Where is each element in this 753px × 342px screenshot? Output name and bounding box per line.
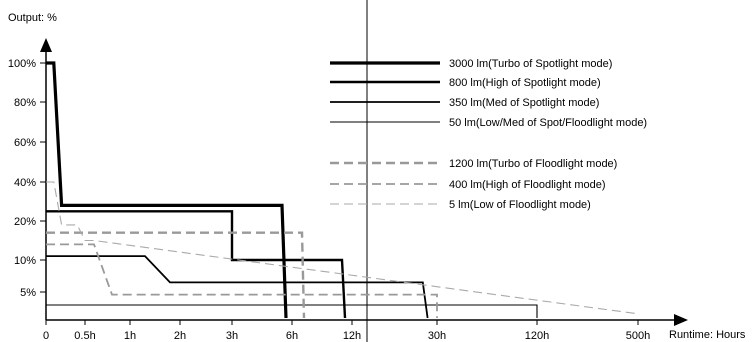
x-tick-label: 0	[43, 330, 49, 342]
x-tick-label: 500h	[626, 330, 650, 342]
y-axis-arrow	[40, 38, 52, 52]
legend-label: 50 lm(Low/Med of Spot/Floodlight mode)	[449, 117, 647, 129]
series-line-1	[46, 61, 288, 319]
y-axis-label: Output: %	[8, 12, 57, 24]
series-line-7	[46, 181, 639, 315]
legend-label: 5 lm(Low of Floodlight mode)	[449, 199, 591, 211]
x-tick-label: 1h	[124, 330, 136, 342]
series-line-3	[46, 255, 429, 319]
series-line-2	[46, 210, 347, 319]
series-line-4	[46, 304, 538, 318]
legend-label: 400 lm(High of Floodlight mode)	[449, 179, 606, 191]
y-tick-label: 10%	[14, 255, 36, 267]
y-tick-label: 40%	[14, 177, 36, 189]
series-line-6	[46, 243, 438, 318]
x-tick-label: 12h	[343, 330, 361, 342]
x-axis-label: Runtime: Hours	[669, 329, 746, 341]
y-tick-label: 20%	[14, 216, 36, 228]
y-tick-label: 100%	[8, 58, 36, 70]
y-tick-label: 80%	[14, 97, 36, 109]
legend-label: 3000 lm(Turbo of Spotlight mode)	[449, 58, 612, 70]
x-tick-label: 30h	[428, 330, 446, 342]
x-tick-label: 120h	[525, 330, 549, 342]
x-tick-label: 3h	[226, 330, 238, 342]
y-tick-label: 5%	[20, 287, 36, 299]
legend-label: 350 lm(Med of Spotlight mode)	[449, 97, 599, 109]
x-tick-label: 0.5h	[74, 330, 95, 342]
series-line-5	[46, 231, 306, 319]
legend-label: 800 lm(High of Spotlight mode)	[449, 77, 601, 89]
x-axis-arrow	[674, 314, 688, 326]
legend-label: 1200 lm(Turbo of Floodlight mode)	[449, 158, 617, 170]
x-tick-label: 6h	[286, 330, 298, 342]
y-tick-label: 60%	[14, 137, 36, 149]
x-tick-label: 2h	[174, 330, 186, 342]
